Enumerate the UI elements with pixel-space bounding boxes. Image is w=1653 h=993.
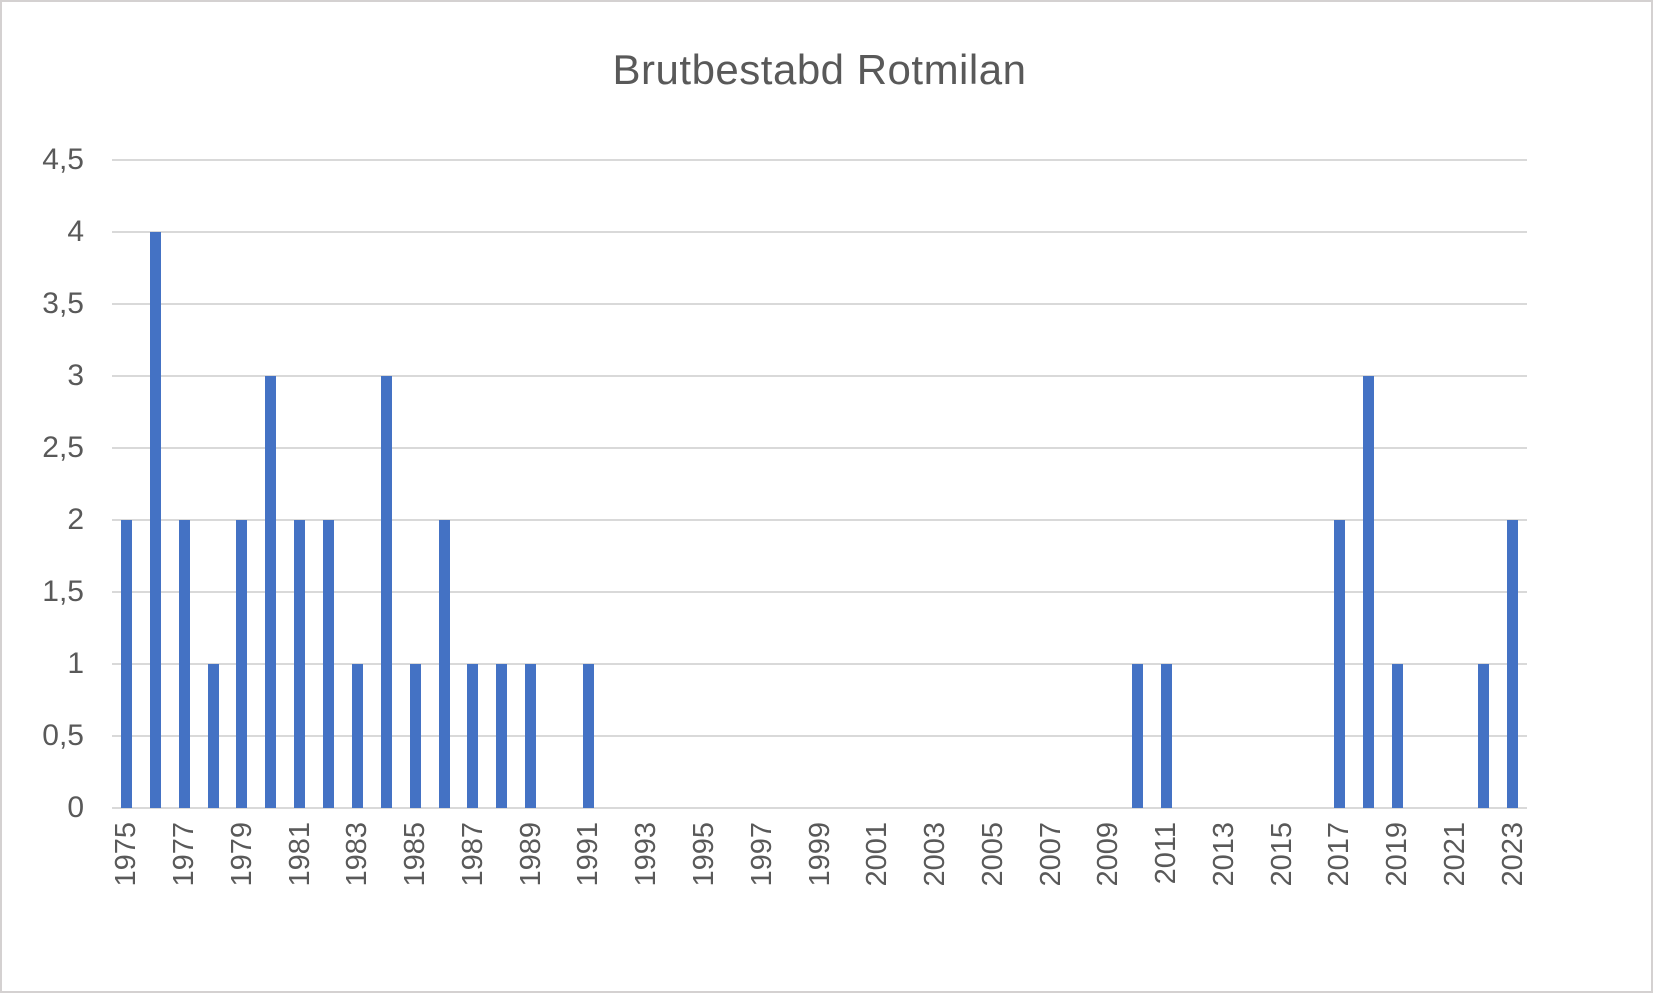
y-tick-label-2: 2 [67, 503, 84, 536]
bar-1977 [178, 520, 190, 808]
x-tick-label-2017: 2017 [1323, 822, 1356, 887]
x-tick-label-1989: 1989 [514, 822, 547, 887]
plot-area [112, 159, 1527, 809]
x-tick-label-1991: 1991 [572, 822, 605, 887]
bar-1986 [438, 520, 450, 808]
gridline-0,5 [112, 735, 1527, 737]
bar-2017 [1333, 520, 1345, 808]
x-tick-label-2007: 2007 [1034, 822, 1067, 887]
bar-1984 [380, 376, 392, 808]
gridline-4,5 [112, 159, 1527, 161]
bar-2022 [1478, 664, 1490, 808]
x-tick-label-1987: 1987 [456, 822, 489, 887]
x-tick-label-2009: 2009 [1092, 822, 1125, 887]
x-tick-label-1993: 1993 [630, 822, 663, 887]
bar-1975 [120, 520, 132, 808]
x-tick-label-2001: 2001 [861, 822, 894, 887]
gridline-1 [112, 663, 1527, 665]
y-tick-label-0: 0 [67, 791, 84, 824]
x-tick-label-2005: 2005 [976, 822, 1009, 887]
gridline-2 [112, 519, 1527, 521]
bar-series [112, 160, 1527, 808]
x-tick-label-1995: 1995 [687, 822, 720, 887]
y-tick-label-3: 3 [67, 359, 84, 392]
bar-1989 [525, 664, 537, 808]
x-tick-label-1997: 1997 [745, 822, 778, 887]
bar-1976 [149, 232, 161, 808]
x-tick-label-2013: 2013 [1207, 822, 1240, 887]
x-tick-label-1979: 1979 [225, 822, 258, 887]
y-tick-label-3,5: 3,5 [42, 287, 84, 320]
x-tick-label-2021: 2021 [1438, 822, 1471, 887]
gridline-4 [112, 231, 1527, 233]
bar-2011 [1160, 664, 1172, 808]
gridline-1,5 [112, 591, 1527, 593]
x-tick-label-1999: 1999 [803, 822, 836, 887]
x-tick-label-1975: 1975 [110, 822, 143, 887]
bar-1981 [294, 520, 306, 808]
y-tick-label-1,5: 1,5 [42, 575, 84, 608]
x-tick-label-1983: 1983 [341, 822, 374, 887]
bar-1988 [496, 664, 508, 808]
x-tick-label-2023: 2023 [1496, 822, 1529, 887]
x-tick-label-2011: 2011 [1150, 822, 1183, 885]
bar-1982 [323, 520, 335, 808]
y-tick-label-4: 4 [67, 215, 84, 248]
bar-1979 [236, 520, 248, 808]
x-tick-label-1981: 1981 [283, 822, 316, 887]
gridline-3 [112, 375, 1527, 377]
y-tick-label-1: 1 [67, 647, 84, 680]
bar-1983 [351, 664, 363, 808]
x-tick-label-1977: 1977 [168, 822, 201, 887]
x-tick-label-1985: 1985 [399, 822, 432, 887]
y-tick-label-2,5: 2,5 [42, 431, 84, 464]
bar-2018 [1362, 376, 1374, 808]
x-tick-label-2003: 2003 [919, 822, 951, 887]
x-tick-label-2019: 2019 [1381, 822, 1414, 887]
gridline-2,5 [112, 447, 1527, 449]
bar-2010 [1131, 664, 1143, 808]
bar-2023 [1507, 520, 1519, 808]
bar-2019 [1391, 664, 1403, 808]
bar-1987 [467, 664, 479, 808]
y-tick-label-0,5: 0,5 [42, 719, 84, 752]
bar-1978 [207, 664, 219, 808]
y-tick-label-4,5: 4,5 [42, 143, 84, 176]
gridline-3,5 [112, 303, 1527, 305]
bar-1980 [265, 376, 277, 808]
chart-title: Brutbestabd Rotmilan [612, 46, 1027, 93]
x-tick-label-2015: 2015 [1265, 822, 1298, 887]
bar-1985 [409, 664, 421, 808]
gridline-0 [112, 807, 1527, 809]
bar-1991 [582, 664, 594, 808]
